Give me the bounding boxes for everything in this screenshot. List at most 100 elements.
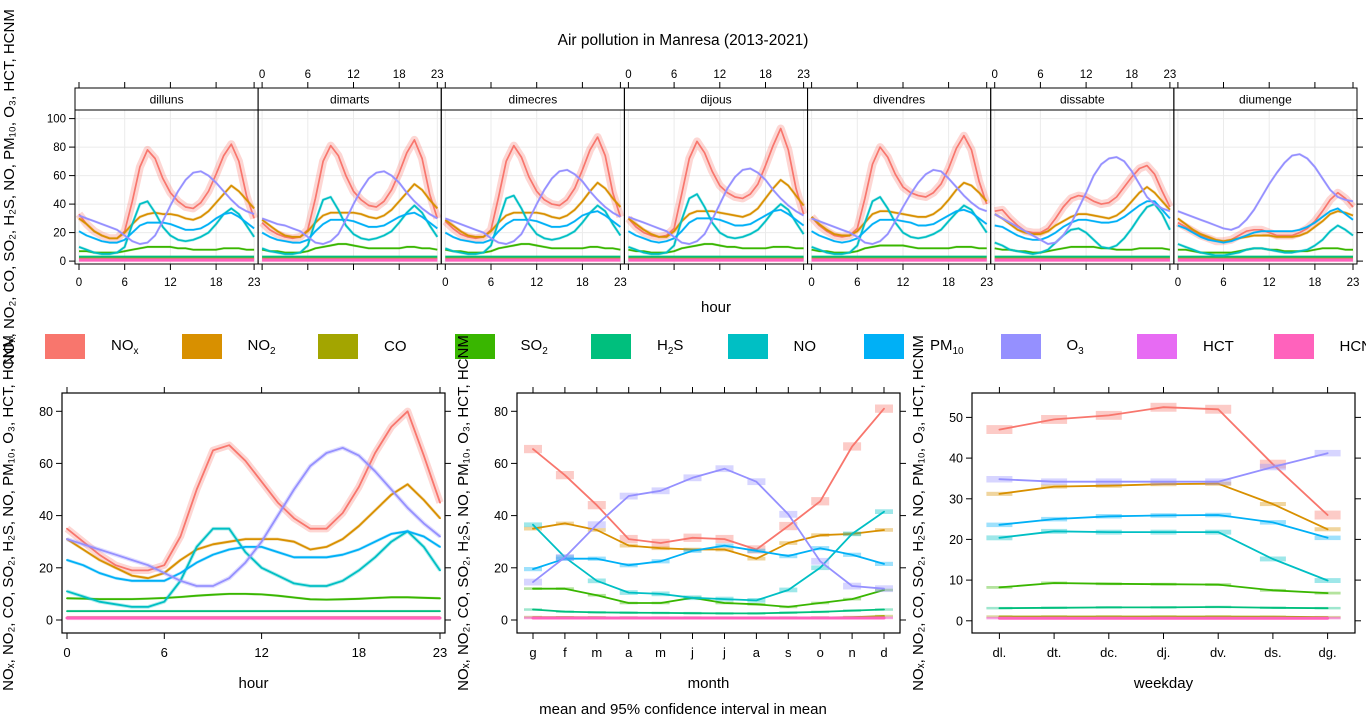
series-H2S	[524, 608, 893, 615]
page-title: Air pollution in Manresa (2013-2021)	[557, 32, 809, 49]
legend-label-CO: CO	[384, 338, 407, 355]
y-axis-tick-label: 40	[39, 509, 53, 523]
series-line-SO2	[66, 593, 441, 601]
legend: NOx NO2 CO SO2 H2S NO PM10 O3 HCT HCNM	[45, 334, 1366, 359]
top-axis-tick-label: 6	[671, 69, 677, 81]
x-axis-tick-label: o	[817, 645, 824, 660]
series-line-NO2	[66, 483, 441, 580]
series-line-PM10	[532, 544, 885, 570]
facet-dimarts	[259, 135, 442, 263]
series-PM10	[66, 529, 441, 583]
series-SO2	[524, 587, 893, 609]
series-line-O3	[532, 467, 885, 590]
month-xaxis-label: month	[688, 675, 730, 692]
hour-xaxis-label: hour	[238, 675, 268, 692]
series-line-H2S	[532, 608, 885, 615]
y-axis-tick-label: 40	[949, 452, 963, 466]
legend-item-NO2: NO2	[181, 334, 319, 359]
bottom-axis-tick-label: 18	[1309, 277, 1322, 289]
hour-yaxis-label: NOₓ, NO₂, CO, SO₂, H₂S, NO, PM₁₀, O₃, HC…	[0, 335, 17, 691]
series-NO	[986, 528, 1341, 583]
bottom-axis-tick-label: 0	[442, 277, 448, 289]
bottom-axis-tick-label: 6	[1220, 277, 1226, 289]
o3-swatch	[1000, 334, 1041, 359]
series-line-SO2	[994, 246, 1171, 254]
hcnm-swatch	[1273, 334, 1314, 359]
series-NOx	[986, 402, 1341, 520]
weekday-yaxis-label: NOₓ, NO₂, CO, SO₂, H₂S, NO, PM₁₀, O₃, HC…	[910, 335, 927, 691]
bottom-axis-tick-label: 0	[808, 277, 814, 289]
legend-item-SO2: SO2	[454, 334, 592, 359]
facet-strip-label-dimarts: dimarts	[330, 93, 369, 107]
y-axis-tick-label: 80	[39, 405, 53, 419]
series-NO2	[986, 481, 1341, 532]
bottom-axis-tick-label: 18	[210, 277, 223, 289]
series-line-O3	[261, 170, 438, 245]
facet-divendres	[808, 131, 991, 263]
series-line-PM10	[444, 210, 621, 244]
month-chart: 0 20 40 60 80 g f m a m j j a s o n d month NOₓ, NO₂, CO, …	[455, 335, 906, 692]
series-line-SO2	[445, 243, 621, 254]
bottom-axis-tick-label: 12	[897, 277, 910, 289]
series-line-O3	[445, 169, 621, 245]
legend-label-HCNM: HCNM	[1339, 338, 1366, 355]
bottom-axis-tick-label: 6	[854, 277, 860, 289]
y-axis-tick-label: 40	[494, 509, 508, 523]
series-line-PM10	[78, 211, 255, 244]
top-axis-tick-label: 23	[1164, 69, 1177, 81]
pm10-swatch	[864, 334, 904, 359]
x-axis-tick-label: 12	[254, 645, 268, 660]
series-line-SO2	[79, 246, 255, 254]
series-line-PM10	[66, 530, 441, 582]
top-axis-tick-label: 23	[797, 69, 810, 81]
series-line-SO2	[998, 582, 1329, 594]
series-line-NO2	[532, 522, 885, 560]
caption: mean and 95% confidence interval in mean	[539, 701, 827, 718]
series-line-NO	[1177, 224, 1354, 257]
series-line-SO2	[811, 244, 987, 254]
facet-diumenge	[1175, 152, 1356, 263]
facet-strip-label-diumenge: diumenge	[1239, 93, 1292, 107]
legend-item-HCNM: HCNM	[1273, 334, 1366, 359]
month-yaxis-label: NOₓ, NO₂, CO, SO₂, H₂S, NO, PM₁₀, O₃, HC…	[455, 335, 472, 691]
series-line-NO2	[1177, 210, 1354, 243]
series-line-SO2	[261, 243, 438, 254]
facet-dimecres	[442, 133, 625, 263]
series-line-O3	[811, 169, 987, 245]
y-axis-tick-label: 0	[60, 256, 66, 268]
top-axis-tick-label: 12	[347, 69, 360, 81]
x-axis-tick-label: 18	[352, 645, 366, 660]
series-line-O3	[78, 170, 255, 245]
legend-label-H2S: H2S	[657, 336, 684, 357]
bottom-axis-tick-label: 6	[488, 277, 494, 289]
facet-strip-label-dijous: dijous	[700, 93, 731, 107]
legend-label-NOx: NOx	[111, 336, 139, 357]
x-axis-tick-label: n	[848, 645, 855, 660]
so2-swatch	[454, 334, 495, 359]
bottom-axis-tick-label: 6	[121, 277, 127, 289]
y-axis-tick-label: 80	[53, 142, 66, 154]
x-axis-tick-label: a	[625, 645, 633, 660]
series-SO2	[66, 592, 441, 601]
series-line-NO	[628, 193, 805, 255]
y-axis-tick-label: 20	[39, 561, 53, 575]
y-axis-tick-label: 0	[46, 614, 53, 628]
x-axis-tick-label: 23	[433, 645, 447, 660]
x-axis-tick-label: ds.	[1264, 645, 1281, 660]
series-O3	[66, 445, 442, 589]
series-HCNM	[986, 616, 1341, 620]
series-line-PM10	[811, 208, 988, 244]
y-axis-tick-label: 40	[53, 199, 66, 211]
series-line-SO2	[532, 587, 885, 608]
facet-strip-label-dissabte: dissabte	[1060, 93, 1105, 107]
facet-strip-label-divendres: divendres	[873, 93, 925, 107]
bottom-axis-tick-label: 23	[614, 277, 627, 289]
series-NO	[66, 526, 442, 609]
top-axis-tick-label: 0	[991, 69, 997, 81]
series-line-NO	[444, 194, 622, 255]
series-line-NO	[261, 196, 439, 255]
series-HCNM	[524, 616, 893, 620]
h2s-swatch	[591, 334, 631, 359]
x-axis-tick-label: dv.	[1210, 645, 1226, 660]
x-axis-tick-label: m	[591, 645, 602, 660]
